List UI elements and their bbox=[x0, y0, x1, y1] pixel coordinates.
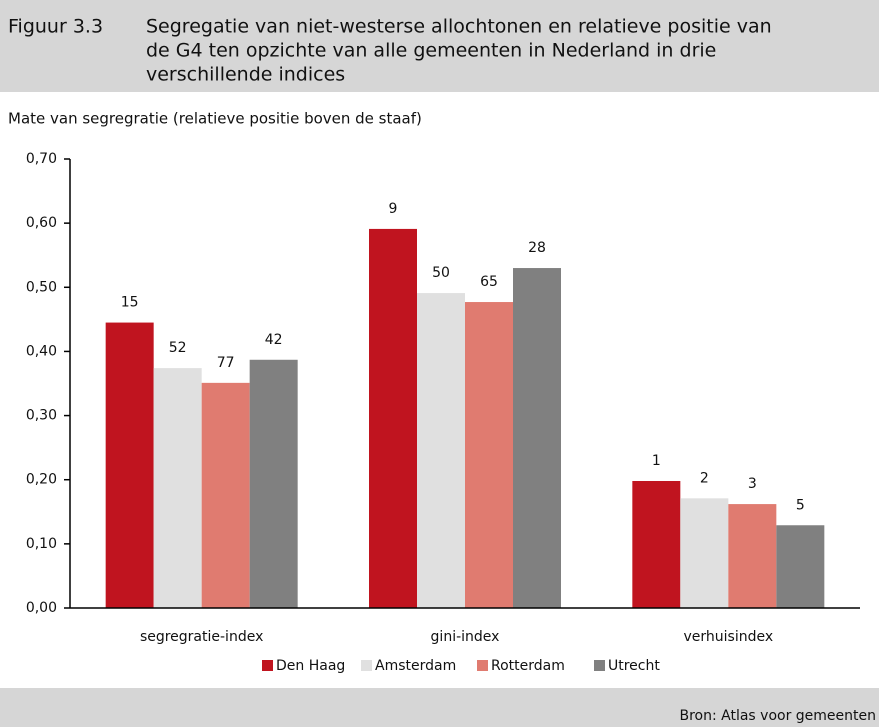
bar bbox=[153, 368, 202, 608]
bar bbox=[776, 525, 825, 608]
bar bbox=[369, 228, 417, 608]
bar bbox=[632, 480, 681, 608]
legend-label: Amsterdam bbox=[375, 658, 456, 674]
legend-swatch bbox=[594, 660, 605, 671]
chart-title: verschillende indices bbox=[146, 64, 345, 86]
legend-label: Rotterdam bbox=[491, 658, 565, 674]
y-tick-label: 0,30 bbox=[26, 408, 57, 424]
legend-label: Den Haag bbox=[276, 658, 345, 674]
rank-label: 1 bbox=[652, 453, 661, 469]
bar bbox=[513, 268, 561, 608]
y-tick-label: 0,60 bbox=[26, 215, 57, 231]
bar bbox=[201, 382, 250, 608]
bar bbox=[417, 293, 465, 608]
source: Bron: Atlas voor gemeenten bbox=[679, 708, 876, 724]
rank-label: 2 bbox=[700, 470, 709, 486]
x-tick-label: gini-index bbox=[431, 629, 500, 645]
rank-label: 50 bbox=[432, 265, 450, 281]
legend-label: Utrecht bbox=[608, 658, 660, 674]
y-tick-label: 0,50 bbox=[26, 279, 57, 295]
footer-band bbox=[0, 688, 879, 727]
rank-label: 9 bbox=[389, 201, 398, 217]
figure-label: Figuur 3.3 bbox=[8, 16, 103, 38]
x-tick-label: verhuisindex bbox=[684, 629, 774, 645]
y-tick-label: 0,20 bbox=[26, 472, 57, 488]
y-tick-label: 0,40 bbox=[26, 343, 57, 359]
bar bbox=[249, 359, 298, 608]
rank-label: 28 bbox=[528, 240, 546, 256]
bar bbox=[105, 322, 154, 608]
legend-swatch bbox=[477, 660, 488, 671]
y-tick-label: 0,00 bbox=[26, 600, 57, 616]
rank-label: 42 bbox=[265, 332, 283, 348]
bar bbox=[680, 498, 729, 608]
y-tick-label: 0,10 bbox=[26, 536, 57, 552]
y-tick-label: 0,70 bbox=[26, 151, 57, 167]
chart-title: de G4 ten opzichte van alle gemeenten in… bbox=[146, 40, 716, 62]
legend-swatch bbox=[361, 660, 372, 671]
rank-label: 15 bbox=[121, 295, 139, 311]
bar bbox=[465, 302, 513, 608]
rank-label: 77 bbox=[217, 355, 235, 371]
rank-label: 65 bbox=[480, 274, 498, 290]
x-tick-label: segregratie-index bbox=[140, 629, 263, 645]
y-axis-label: Mate van segregratie (relatieve positie … bbox=[8, 110, 422, 128]
rank-label: 52 bbox=[169, 340, 187, 356]
chart-title: Segregatie van niet-westerse allochtonen… bbox=[146, 16, 772, 38]
rank-label: 3 bbox=[748, 476, 757, 492]
header-band bbox=[0, 0, 879, 92]
bar bbox=[728, 504, 777, 608]
legend-swatch bbox=[262, 660, 273, 671]
rank-label: 5 bbox=[796, 497, 805, 513]
